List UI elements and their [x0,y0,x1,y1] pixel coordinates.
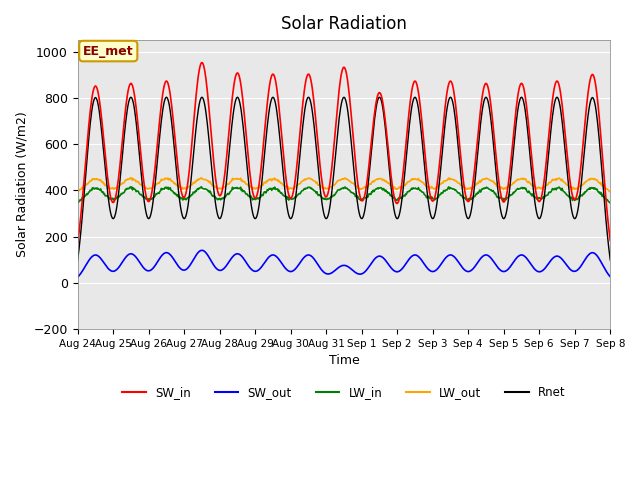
Text: EE_met: EE_met [83,45,134,58]
X-axis label: Time: Time [328,354,359,367]
LW_out [221,184,229,190]
SW_in [138,164,146,170]
LW_in [607,200,614,206]
SW_in [607,238,614,243]
Rnet [74,257,81,263]
SW_out [221,264,229,270]
SW_in [193,92,200,97]
Rnet [221,191,229,197]
SW_out [607,274,614,279]
Line: Rnet: Rnet [77,97,611,260]
Line: LW_out: LW_out [77,178,611,192]
SW_out [425,267,433,273]
SW_out [198,248,206,253]
Rnet [410,97,417,103]
SW_out [138,263,146,269]
Rnet [607,257,614,263]
Rnet [193,118,201,123]
LW_in [193,189,200,194]
SW_in [198,60,206,65]
LW_in [83,192,91,197]
SW_out [83,260,91,266]
SW_out [410,252,417,258]
Y-axis label: Solar Radiation (W/m2): Solar Radiation (W/m2) [15,112,28,257]
Legend: SW_in, SW_out, LW_in, LW_out, Rnet: SW_in, SW_out, LW_in, LW_out, Rnet [118,382,570,404]
Rnet [139,187,147,193]
Line: SW_in: SW_in [77,62,611,243]
LW_out [425,183,433,189]
LW_out [138,182,146,188]
SW_in [410,81,417,87]
SW_in [425,185,433,191]
SW_out [193,252,200,258]
Line: SW_out: SW_out [77,251,611,277]
LW_out [410,176,417,181]
LW_out [607,189,614,194]
Line: LW_in: LW_in [77,187,611,203]
Rnet [425,202,433,208]
LW_out [193,179,200,184]
SW_out [74,274,81,280]
LW_in [221,195,229,201]
LW_in [138,192,146,198]
Title: Solar Radiation: Solar Radiation [281,15,407,33]
LW_in [410,185,417,191]
Rnet [83,153,91,158]
LW_out [198,175,205,180]
SW_in [74,240,81,246]
LW_in [74,200,81,205]
LW_in [198,184,205,190]
SW_in [221,169,229,175]
Rnet [127,95,135,100]
LW_out [74,189,81,194]
SW_in [83,139,91,145]
LW_out [83,181,91,187]
LW_in [425,194,433,200]
